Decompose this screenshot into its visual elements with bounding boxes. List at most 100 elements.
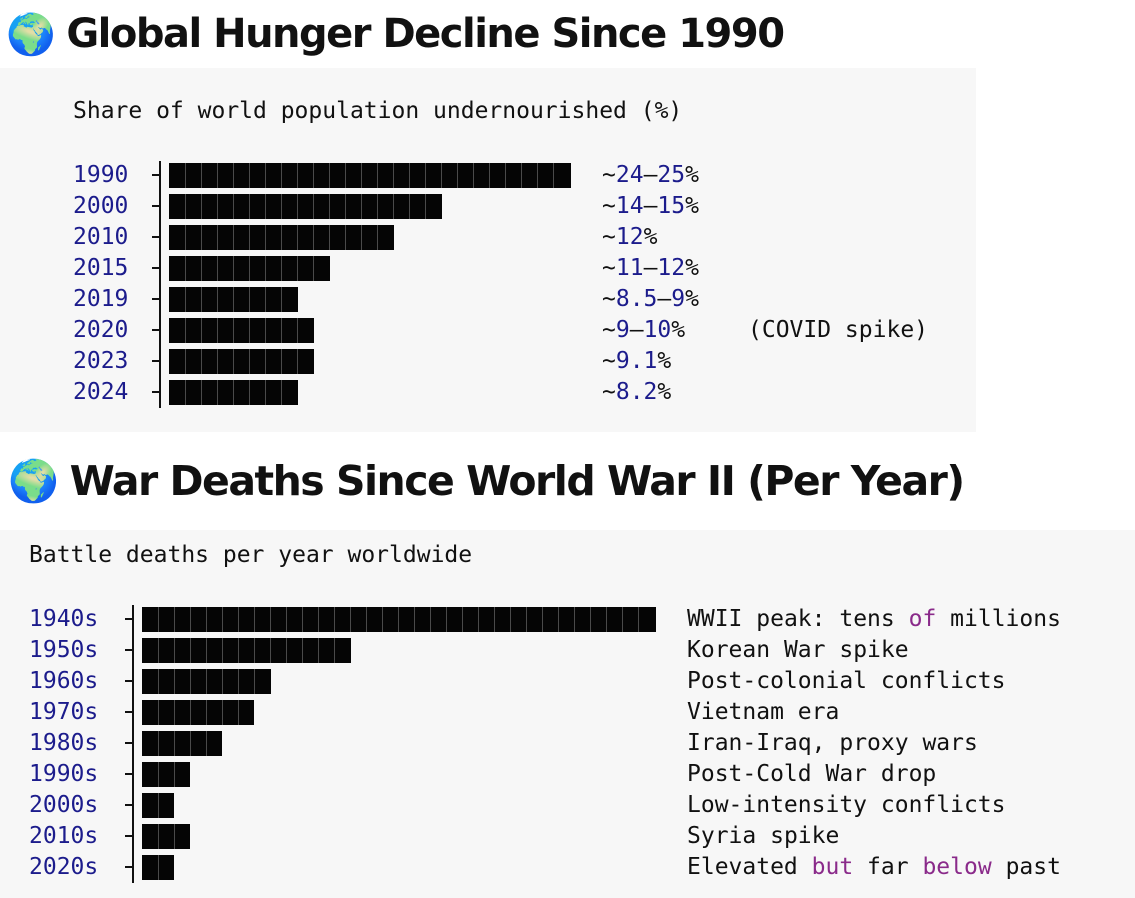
bar-segment — [249, 256, 250, 281]
bar — [169, 225, 394, 250]
axis-tick — [125, 835, 132, 837]
bar-segment — [286, 607, 287, 632]
chart-axis-line — [159, 161, 161, 408]
value-label: Vietnam era — [687, 699, 840, 725]
bar-segment — [158, 793, 159, 818]
bar-segment — [542, 607, 543, 632]
bar-segment — [158, 669, 159, 694]
bar-segment — [222, 607, 223, 632]
globe-africa-icon: 🌍 — [8, 456, 59, 505]
category-label: 2020 — [73, 317, 129, 343]
bar-segment — [622, 607, 623, 632]
category-label: 1940s — [29, 606, 99, 632]
hunger-chart-title: Share of world population undernourished… — [73, 98, 683, 124]
value-label: ~9–10% — [602, 317, 686, 343]
axis-tick — [125, 618, 132, 620]
bar — [169, 349, 314, 374]
bar-segment — [414, 607, 415, 632]
value-label: Syria spike — [687, 823, 840, 849]
bar-segment — [281, 380, 282, 405]
bar-segment — [462, 607, 463, 632]
bar-segment — [174, 638, 175, 663]
bar-segment — [254, 607, 255, 632]
bar-segment — [185, 225, 186, 250]
value-label: Post-Cold War drop — [687, 761, 937, 787]
bar-segment — [446, 607, 447, 632]
bar-segment — [217, 163, 218, 188]
bar-segment — [334, 607, 335, 632]
bar-segment — [233, 287, 234, 312]
bar-segment — [329, 225, 330, 250]
bar-segment — [281, 287, 282, 312]
annotation-label: (COVID spike) — [748, 317, 929, 343]
axis-tick — [152, 205, 159, 207]
bar — [142, 793, 174, 818]
bar-segment — [190, 731, 191, 756]
bar-segment — [217, 256, 218, 281]
bar-segment — [361, 225, 362, 250]
bar-segment — [201, 349, 202, 374]
bar-segment — [249, 380, 250, 405]
bar-segment — [201, 225, 202, 250]
bar-segment — [398, 607, 399, 632]
bar-segment — [158, 762, 159, 787]
bar-segment — [206, 669, 207, 694]
chart-axis-line — [132, 605, 134, 883]
bar-segment — [185, 194, 186, 219]
bar-segment — [158, 638, 159, 663]
bar-segment — [265, 349, 266, 374]
bar-segment — [409, 194, 410, 219]
bar-segment — [281, 225, 282, 250]
bar-segment — [201, 380, 202, 405]
value-label: Elevated but far below past — [687, 854, 1061, 880]
bar-segment — [217, 287, 218, 312]
bar-segment — [254, 638, 255, 663]
bar — [169, 287, 298, 312]
category-label: 1990s — [29, 761, 99, 787]
bar-segment — [201, 194, 202, 219]
bar-segment — [574, 607, 575, 632]
axis-tick — [125, 773, 132, 775]
bar-segment — [206, 607, 207, 632]
bar-segment — [217, 318, 218, 343]
bar-segment — [233, 318, 234, 343]
bar-segment — [430, 607, 431, 632]
category-label: 1970s — [29, 699, 99, 725]
bar-segment — [521, 163, 522, 188]
bar — [169, 318, 314, 343]
bar-segment — [318, 607, 319, 632]
globe-africa-icon: 🌍 — [6, 11, 56, 58]
bar — [142, 700, 254, 725]
value-label: Korean War spike — [687, 637, 909, 663]
bar-segment — [382, 607, 383, 632]
bar-segment — [190, 638, 191, 663]
axis-tick — [152, 360, 159, 362]
bar-segment — [281, 318, 282, 343]
bar — [142, 607, 656, 632]
bar-segment — [233, 349, 234, 374]
bar-segment — [345, 163, 346, 188]
bar — [169, 194, 442, 219]
value-label: ~8.5–9% — [602, 286, 699, 312]
bar-segment — [238, 669, 239, 694]
bar-segment — [441, 163, 442, 188]
bar-segment — [281, 256, 282, 281]
bar-segment — [302, 607, 303, 632]
category-label: 1980s — [29, 730, 99, 756]
bar-segment — [201, 163, 202, 188]
bar-segment — [361, 163, 362, 188]
bar-segment — [350, 607, 351, 632]
hunger-section-title: Global Hunger Decline Since 1990 — [66, 11, 785, 57]
bar-segment — [313, 256, 314, 281]
bar-segment — [190, 700, 191, 725]
bar-segment — [185, 349, 186, 374]
bar-segment — [318, 638, 319, 663]
bar-segment — [313, 225, 314, 250]
bar-segment — [254, 669, 255, 694]
bar-segment — [313, 194, 314, 219]
bar-segment — [233, 225, 234, 250]
bar-segment — [201, 287, 202, 312]
axis-tick — [125, 649, 132, 651]
bar-segment — [249, 349, 250, 374]
bar-segment — [190, 607, 191, 632]
